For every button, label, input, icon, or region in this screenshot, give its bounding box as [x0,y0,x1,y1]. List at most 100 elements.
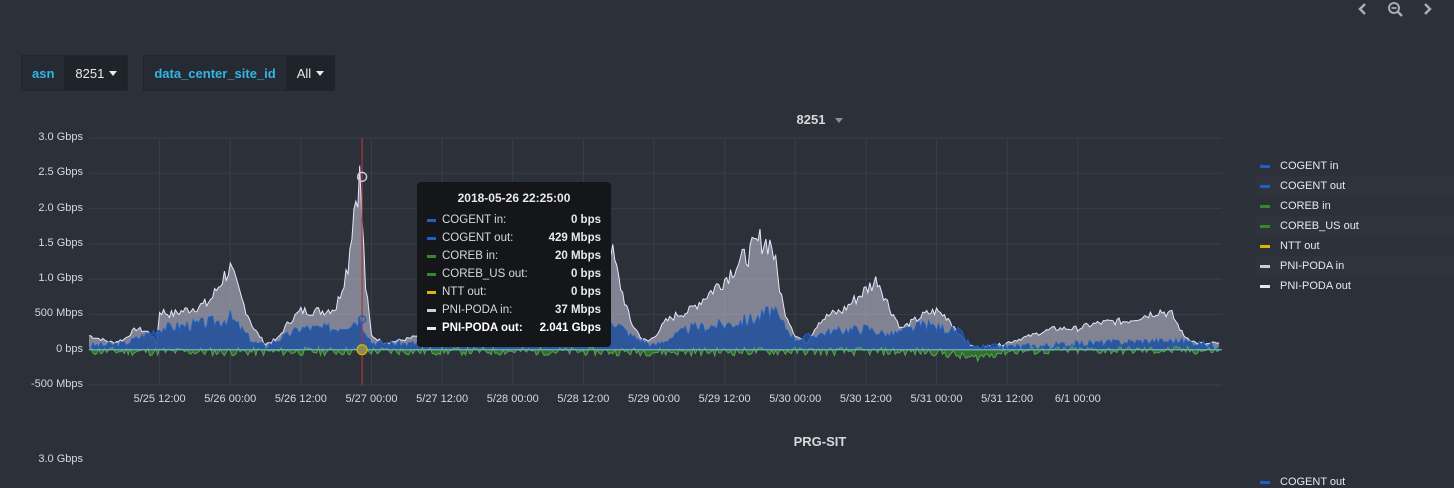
legend-item[interactable]: COGENT out [1260,476,1345,488]
tooltip-series-value: 2.041 Gbps [539,322,601,334]
tooltip-series-name: COREB in: [442,250,499,262]
x-tick-label: 5/31 12:00 [981,393,1034,405]
y-tick-label: 2.0 Gbps [38,201,83,214]
legend-swatch [1260,184,1270,188]
legend-label: COREB in [1280,200,1331,212]
series-cogent-out-area [89,306,1220,351]
tooltip-swatch [427,218,436,222]
tooltip-series-name: PNI-PODA out: [442,322,523,334]
time-nav [1354,0,1436,18]
x-tick-label: 5/26 00:00 [204,393,257,405]
chevron-left-icon[interactable] [1354,1,1372,17]
hover-point [356,171,368,183]
legend-swatch [1260,480,1270,484]
tooltip-swatch [427,236,436,240]
y-tick-label: 2.5 Gbps [38,166,83,179]
variable-bar: asn 8251 data_center_site_id All [21,55,336,91]
tooltip-swatch [427,308,436,312]
legend-item[interactable]: NTT out [1256,236,1454,256]
variable-value: All [296,65,312,81]
legend-label: COGENT in [1280,160,1339,172]
variable-site-dropdown[interactable]: All [285,56,335,90]
legend-swatch [1260,244,1270,248]
x-tick-label: 5/27 00:00 [345,393,398,405]
legend-label: COGENT out [1280,476,1346,488]
variable-data-center-site-id: data_center_site_id All [143,55,336,91]
legend-label: PNI-PODA out [1280,280,1351,292]
x-tick-label: 6/1 00:00 [1054,393,1101,405]
x-tick-label: 5/29 00:00 [628,393,681,405]
tooltip-series-name: COREB_US out: [442,268,528,280]
legend-item[interactable]: PNI-PODA out [1256,276,1454,296]
tooltip-row: PNI-PODA in: 37 Mbps [427,301,601,319]
panel-title-2[interactable]: PRG-SIT [740,434,900,449]
tooltip-row: NTT out: 0 bps [427,283,601,301]
series-coreb-in-line [88,345,1220,363]
x-tick-label: 5/31 00:00 [910,393,963,405]
legend-swatch [1260,164,1270,168]
legend-label: PNI-PODA in [1280,260,1345,272]
variable-label: data_center_site_id [144,56,286,90]
legend-item[interactable]: COREB in [1256,196,1454,216]
tooltip-series-name: COGENT in: [442,214,507,226]
tooltip-row: COREB_US out: 0 bps [427,265,601,283]
x-tick-label: 5/29 12:00 [698,393,751,405]
tooltip: 2018-05-26 22:25:00 COGENT in: 0 bps COGEN… [417,182,611,347]
caret-down-icon [109,70,118,76]
legend-item[interactable]: PNI-PODA in [1256,256,1454,276]
caret-down-icon [835,118,844,124]
panel-title[interactable]: 8251 [740,112,900,127]
y-tick-label: -500 Mbps [31,378,83,390]
legend-swatch [1260,284,1270,288]
hover-point [356,344,368,356]
tooltip-series-value: 429 Mbps [548,232,601,244]
tooltip-time: 2018-05-26 22:25:00 [457,191,571,205]
tooltip-row: COGENT in: 0 bps [427,211,601,229]
variable-asn: asn 8251 [21,55,129,91]
zoom-out-icon[interactable] [1386,1,1404,17]
legend-label: COREB_US out [1280,220,1359,232]
tooltip-row: PNI-PODA out: 2.041 Gbps [427,319,601,337]
legend-item[interactable]: COGENT in [1256,156,1454,176]
variable-label: asn [22,56,65,90]
legend-label: NTT out [1280,240,1320,252]
tooltip-row: COREB in: 20 Mbps [427,247,601,265]
tooltip-series-name: COGENT out: [442,232,514,244]
tooltip-series-value: 0 bps [570,214,601,226]
variable-asn-dropdown[interactable]: 8251 [64,56,128,90]
variable-value: 8251 [75,65,105,81]
caret-down-icon [316,70,325,76]
x-tick-label: 5/25 12:00 [133,393,186,405]
legend-swatch [1260,204,1270,208]
x-tick-label: 5/28 12:00 [557,393,610,405]
x-tick-label: 5/26 12:00 [274,393,327,405]
y-tick-label: 500 Mbps [34,307,83,320]
legend-swatch [1260,224,1270,228]
legend: COGENT in COGENT out COREB in COREB_US out N… [1256,156,1454,296]
tooltip-series-value: 0 bps [570,268,601,280]
x-tick-label: 5/28 00:00 [486,393,539,405]
tooltip-swatch [427,290,436,294]
series-pni-poda-out-line [88,165,1220,351]
legend-item[interactable]: COGENT out [1256,176,1454,196]
legend-label: COGENT out [1280,180,1346,192]
tooltip-rows: COGENT in: 0 bps COGENT out: 429 Mbps COREB … [427,211,601,337]
y-tick-label: 3.0 Gbps [38,131,83,143]
y-tick-label: 1.0 Gbps [38,272,83,285]
y-tick-label: 3.0 Gbps [38,453,83,465]
tooltip-series-value: 37 Mbps [554,304,601,316]
tooltip-series-name: PNI-PODA in: [442,304,513,316]
y-tick-label: 0 bps [56,342,83,355]
legend-swatch [1260,264,1270,268]
tooltip-series-name: NTT out: [442,286,487,298]
legend-item[interactable]: COREB_US out [1256,216,1454,236]
tooltip-swatch [427,272,436,276]
x-tick-label: 5/30 00:00 [769,393,822,405]
hover-point [357,315,367,324]
tooltip-row: COGENT out: 429 Mbps [427,229,601,247]
x-tick-label: 5/27 12:00 [416,393,469,405]
tooltip-swatch [427,254,436,258]
panel-title-text: PRG-SIT [793,434,847,449]
chevron-right-icon[interactable] [1418,1,1436,17]
